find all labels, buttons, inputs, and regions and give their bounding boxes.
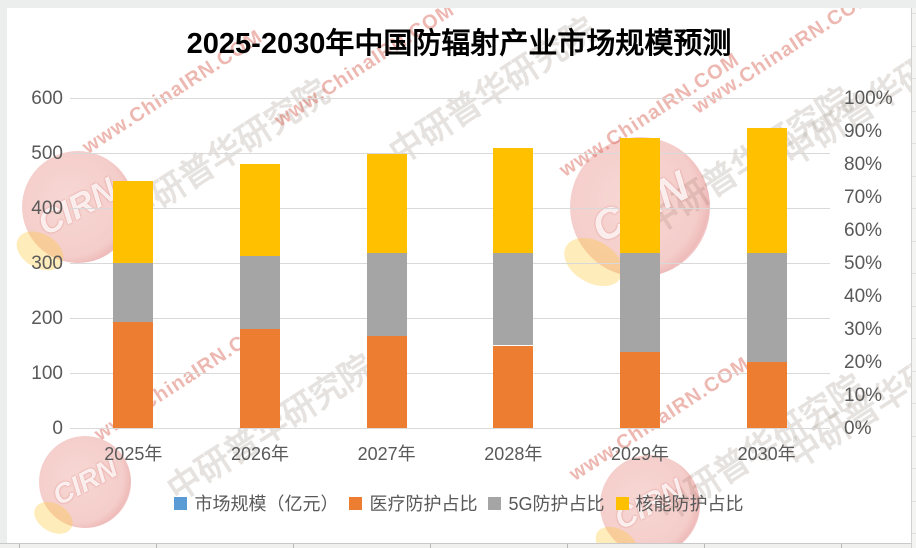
gridline xyxy=(70,153,830,154)
cell-separator xyxy=(156,544,157,548)
left-axis-label: 100 xyxy=(31,363,63,384)
right-axis-label: 10% xyxy=(844,385,883,406)
x-axis-label: 2027年 xyxy=(357,444,416,464)
gridline xyxy=(70,208,830,209)
right-axis-label: 80% xyxy=(844,154,883,175)
cell-separator xyxy=(912,208,916,209)
bar-2029年-nuclear-protection-share xyxy=(620,137,660,254)
legend-label: 5G防护占比 xyxy=(508,494,605,514)
cell-separator xyxy=(19,544,20,548)
worksheet-row-edge xyxy=(0,543,916,548)
right-axis-label: 50% xyxy=(844,253,883,274)
legend-item: 市场规模（亿元） xyxy=(174,490,338,516)
cell-separator xyxy=(912,143,916,144)
legend-swatch-icon xyxy=(349,496,363,510)
bar-2029年-medical-protection-share xyxy=(620,352,660,428)
cell-separator xyxy=(912,240,916,242)
bar-2026年-nuclear-protection-share xyxy=(240,164,280,257)
right-axis-label: 40% xyxy=(844,286,883,307)
cell-separator xyxy=(567,544,568,548)
left-axis-label: 0 xyxy=(52,418,63,439)
bar-2027年-medical-protection-share xyxy=(366,335,407,428)
bar-2027年-5g-protection-share xyxy=(366,253,407,336)
cell-separator xyxy=(912,370,916,372)
cell-separator xyxy=(912,175,916,177)
legend-swatch-icon xyxy=(615,496,629,510)
legend-item: 核能防护占比 xyxy=(615,490,744,516)
cell-separator xyxy=(912,338,916,339)
cell-separator xyxy=(912,305,916,307)
bar-2030年-nuclear-protection-share xyxy=(746,127,787,254)
cell-separator xyxy=(293,544,294,548)
chart-legend: 市场规模（亿元） 医疗防护占比 5G防护占比 核能防护占比 xyxy=(7,490,911,516)
x-axis-label: 2028年 xyxy=(484,444,543,464)
bar-2028年-medical-protection-share xyxy=(493,345,534,428)
left-axis-label: 600 xyxy=(31,88,63,109)
bar-2026年-medical-protection-share xyxy=(240,329,280,428)
bar-2025年-5g-protection-share xyxy=(113,263,154,323)
gridline xyxy=(70,318,830,319)
bar-2026年-5g-protection-share xyxy=(240,256,280,329)
cell-separator xyxy=(912,435,916,437)
cell-separator xyxy=(841,544,842,548)
right-axis-label: 100% xyxy=(844,88,893,109)
bar-2030年-medical-protection-share xyxy=(746,362,787,428)
bar-2030年-5g-protection-share xyxy=(746,253,787,362)
bar-2028年-nuclear-protection-share xyxy=(493,147,534,254)
cell-separator xyxy=(912,78,916,79)
legend-swatch-icon xyxy=(174,496,188,510)
gridline xyxy=(70,428,830,429)
right-axis-label: 60% xyxy=(844,220,883,241)
legend-label: 医疗防护占比 xyxy=(369,494,478,514)
legend-item: 5G防护占比 xyxy=(488,490,605,516)
right-axis-label: 90% xyxy=(844,121,883,142)
cell-separator xyxy=(912,468,916,469)
right-axis-label: 20% xyxy=(844,352,883,373)
legend-swatch-icon xyxy=(488,496,502,510)
cell-separator xyxy=(704,544,705,548)
right-axis-label: 70% xyxy=(844,187,883,208)
cell-separator xyxy=(912,13,916,14)
right-axis-label: 0% xyxy=(844,418,872,439)
legend-label: 市场规模（亿元） xyxy=(194,494,339,514)
x-axis-label: 2029年 xyxy=(610,444,670,464)
bar-2025年-nuclear-protection-share xyxy=(113,180,154,263)
cell-separator xyxy=(912,45,916,47)
bar-2025年-medical-protection-share xyxy=(113,322,154,428)
cell-separator xyxy=(430,544,431,548)
left-axis-label: 300 xyxy=(31,253,63,274)
x-axis-label: 2030年 xyxy=(737,444,796,464)
chart-canvas: www.ChinaIRN.COM 中研普华研究院 www.ChinaIRN.COM 中… xyxy=(7,8,911,543)
left-axis-label: 400 xyxy=(31,198,63,219)
bar-2027年-nuclear-protection-share xyxy=(366,154,407,254)
cell-separator xyxy=(912,533,916,534)
right-axis-label: 30% xyxy=(844,319,883,340)
cell-separator xyxy=(912,110,916,112)
left-axis-label: 500 xyxy=(31,143,63,164)
x-axis-label: 2026年 xyxy=(230,444,290,464)
x-axis-label: 2025年 xyxy=(104,444,163,464)
cell-separator xyxy=(912,500,916,502)
gridline xyxy=(70,373,830,374)
chart-title: 2025-2030年中国防辐射产业市场规模预测 xyxy=(186,28,732,60)
gridline xyxy=(70,98,830,99)
cell-separator xyxy=(912,403,916,404)
worksheet-column-edge xyxy=(911,8,916,548)
bar-2029年-5g-protection-share xyxy=(620,253,660,353)
left-axis-label: 200 xyxy=(31,308,63,329)
legend-item: 医疗防护占比 xyxy=(349,490,477,516)
cell-separator xyxy=(912,273,916,274)
bar-2028年-5g-protection-share xyxy=(493,253,534,346)
legend-label: 核能防护占比 xyxy=(635,494,744,514)
gridline xyxy=(70,263,830,264)
